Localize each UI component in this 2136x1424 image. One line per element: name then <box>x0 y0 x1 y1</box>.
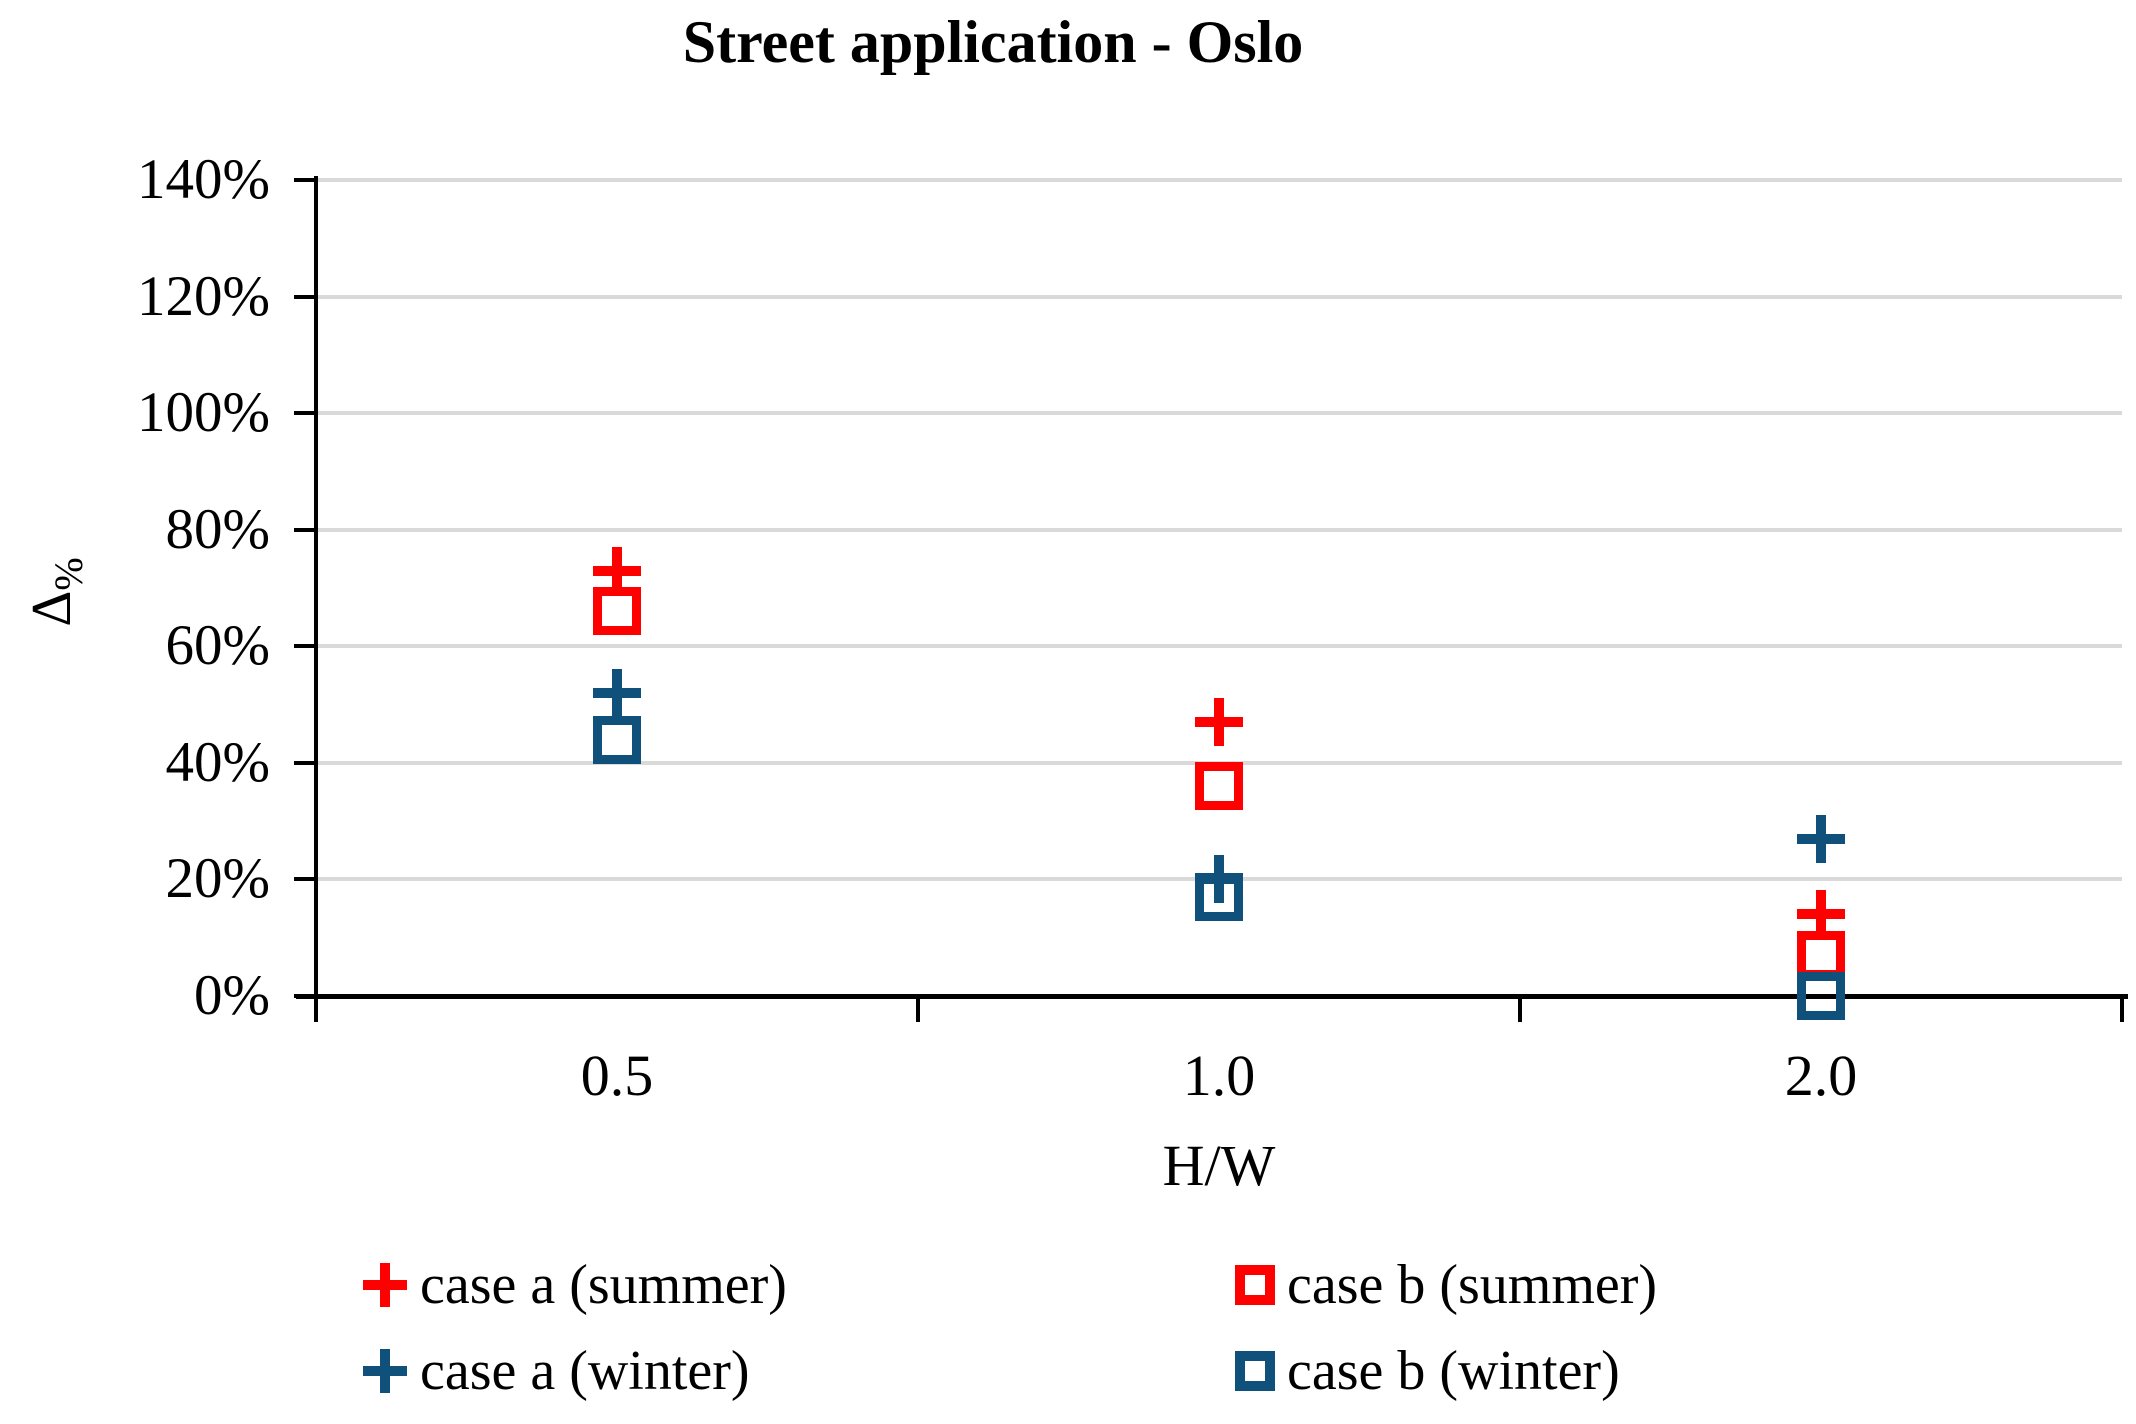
square-icon <box>1235 1265 1275 1305</box>
x-axis-title: H/W <box>1162 1133 1276 1198</box>
x-cat-label-0.5: 0.5 <box>580 1043 654 1108</box>
y-axis-line <box>314 176 318 1020</box>
marker-plus-case-a-winter--x0.5 <box>593 668 641 717</box>
x-tick-2 <box>1518 996 1522 1022</box>
y-tick-0% <box>294 994 314 998</box>
y-tick-20% <box>294 877 314 882</box>
plus-icon <box>363 1349 407 1393</box>
y-tick-label-80%: 80% <box>165 497 270 561</box>
y-tick-label-20%: 20% <box>165 847 270 911</box>
y-tick-40% <box>294 760 314 765</box>
marker-square-case-b-winter--x0.5 <box>593 715 641 764</box>
y-tick-140% <box>294 178 314 182</box>
plus-icon <box>363 1263 407 1307</box>
x-axis-line <box>296 994 2128 999</box>
marker-square-case-b-summer--x1.0 <box>1195 762 1243 811</box>
square-icon <box>1235 1351 1275 1391</box>
x-cat-label-1.0: 1.0 <box>1182 1043 1256 1108</box>
gridline-80 <box>316 527 2122 532</box>
legend-label: case b (summer) <box>1287 1254 1658 1316</box>
marker-plus-case-a-winter--x2.0 <box>1797 814 1845 863</box>
y-tick-label-100%: 100% <box>137 381 270 445</box>
legend-item-case-a-winter-: case a (winter) <box>363 1339 750 1403</box>
legend-item-case-a-summer-: case a (summer) <box>363 1253 787 1317</box>
legend-item-case-b-summer-: case b (summer) <box>1235 1253 1657 1317</box>
marker-square-case-b-summer--x0.5 <box>593 587 641 636</box>
x-cat-label-2.0: 2.0 <box>1784 1043 1858 1108</box>
gridline-100 <box>316 411 2122 416</box>
gridline-140 <box>316 178 2122 182</box>
y-tick-120% <box>294 294 314 299</box>
legend-label: case b (winter) <box>1287 1340 1620 1402</box>
marker-plus-case-a-summer--x0.5 <box>593 546 641 595</box>
legend-label: case a (summer) <box>420 1254 787 1316</box>
y-tick-label-120%: 120% <box>137 264 270 328</box>
legend-item-case-b-winter-: case b (winter) <box>1235 1339 1620 1403</box>
chart-title: Street application - Oslo <box>682 9 1304 75</box>
y-axis-title-sub: % <box>46 557 92 591</box>
y-tick-label-40%: 40% <box>165 730 270 794</box>
marker-plus-case-a-summer--x1.0 <box>1195 698 1243 747</box>
x-tick-3 <box>2120 996 2124 1022</box>
marker-square-case-b-winter--x1.0 <box>1195 872 1243 921</box>
y-tick-label-140%: 140% <box>137 148 270 211</box>
legend-label: case a (winter) <box>420 1340 750 1402</box>
marker-plus-case-a-summer--x2.0 <box>1797 890 1845 939</box>
y-tick-80% <box>294 527 314 532</box>
x-tick-1 <box>916 996 920 1022</box>
y-tick-60% <box>294 644 314 649</box>
y-tick-label-60%: 60% <box>165 614 270 678</box>
marker-square-case-b-winter--x2.0 <box>1797 972 1845 1020</box>
y-tick-100% <box>294 411 314 416</box>
x-tick-0 <box>314 996 318 1022</box>
y-tick-label-0%: 0% <box>194 964 270 1027</box>
gridline-120 <box>316 294 2122 299</box>
gridline-60 <box>316 644 2122 649</box>
